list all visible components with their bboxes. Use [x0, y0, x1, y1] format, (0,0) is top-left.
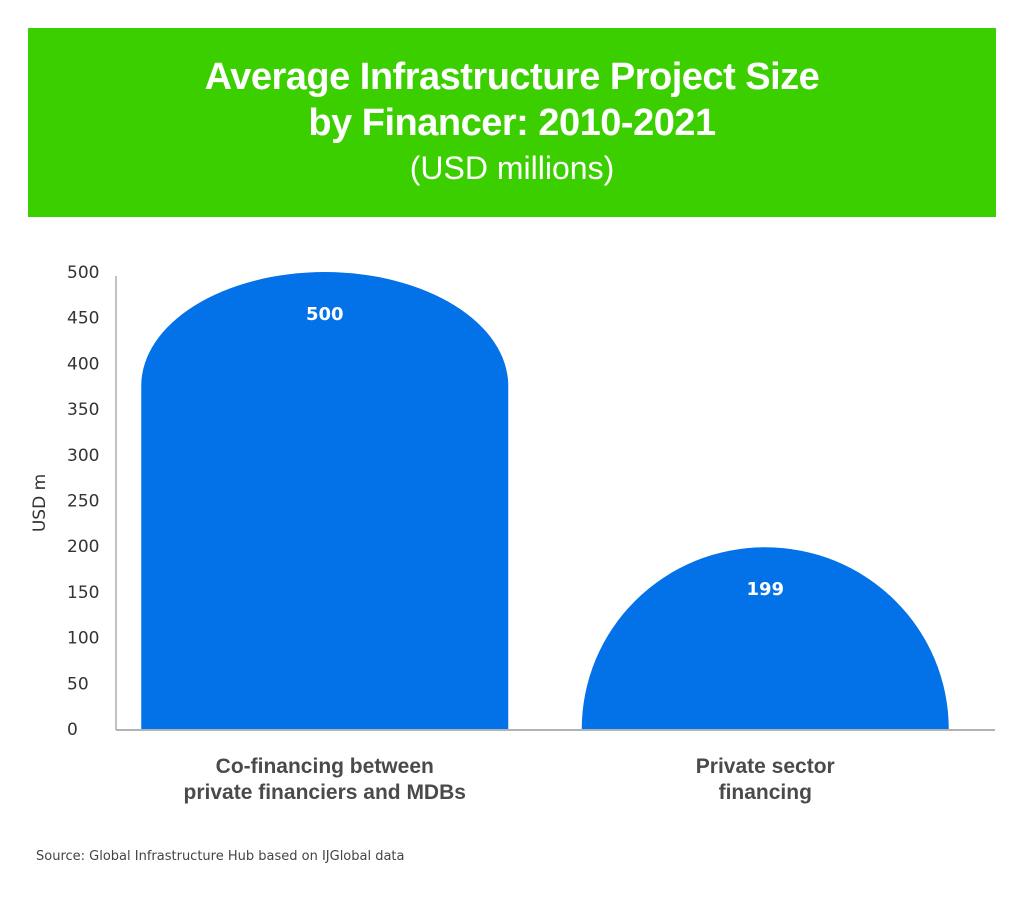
bar-value-label: 500	[306, 304, 344, 325]
chart-title-line-2: by Financer: 2010-2021	[308, 102, 716, 144]
y-tick-label: 400	[67, 354, 99, 374]
bar	[141, 272, 509, 729]
y-tick-label: 150	[67, 583, 99, 603]
bar	[581, 547, 949, 729]
y-tick-label: 0	[67, 720, 78, 740]
chart-title-line-1: Average Infrastructure Project Size	[204, 56, 820, 98]
y-axis-title: USD m	[30, 474, 50, 532]
chart-title: Average Infrastructure Project Size by F…	[28, 54, 996, 146]
bar-value-label: 199	[746, 579, 784, 600]
source-note: Source: Global Infrastructure Hub based …	[36, 849, 405, 864]
y-tick-label: 500	[67, 263, 99, 283]
x-category-label: Co-financing between	[216, 755, 434, 778]
x-category-label: financing	[719, 781, 812, 804]
x-axis-category-labels: Co-financing between private financiers a…	[184, 755, 835, 804]
y-tick-label: 300	[67, 446, 99, 466]
y-tick-label: 450	[67, 309, 99, 329]
title-banner: Average Infrastructure Project Size by F…	[28, 28, 996, 217]
y-tick-label: 250	[67, 492, 99, 512]
y-tick-label: 200	[67, 537, 99, 557]
y-axis-ticks: 0 50 100 150 200 250 300 350 400 450 500	[67, 263, 99, 740]
y-tick-label: 50	[67, 674, 89, 694]
chart-subtitle: (USD millions)	[409, 150, 615, 186]
x-category-label: private financiers and MDBs	[184, 781, 466, 804]
y-tick-label: 350	[67, 400, 99, 420]
x-category-label: Private sector	[696, 755, 835, 778]
y-tick-label: 100	[67, 629, 99, 649]
bars: 500 199	[141, 272, 949, 729]
